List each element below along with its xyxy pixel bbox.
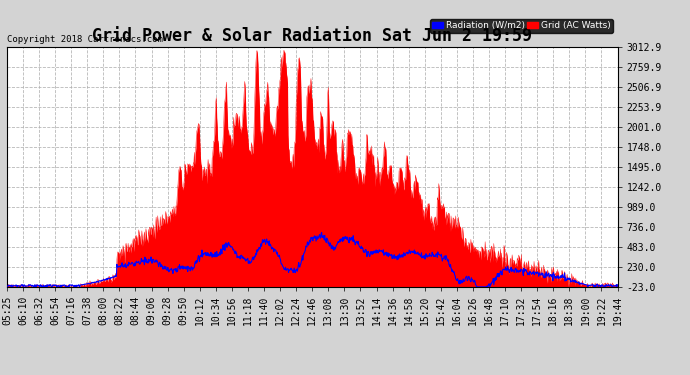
Title: Grid Power & Solar Radiation Sat Jun 2 19:59: Grid Power & Solar Radiation Sat Jun 2 1… xyxy=(92,27,532,45)
Text: Copyright 2018 Cartronics.com: Copyright 2018 Cartronics.com xyxy=(7,36,163,45)
Legend: Radiation (W/m2), Grid (AC Watts): Radiation (W/m2), Grid (AC Watts) xyxy=(430,19,613,33)
